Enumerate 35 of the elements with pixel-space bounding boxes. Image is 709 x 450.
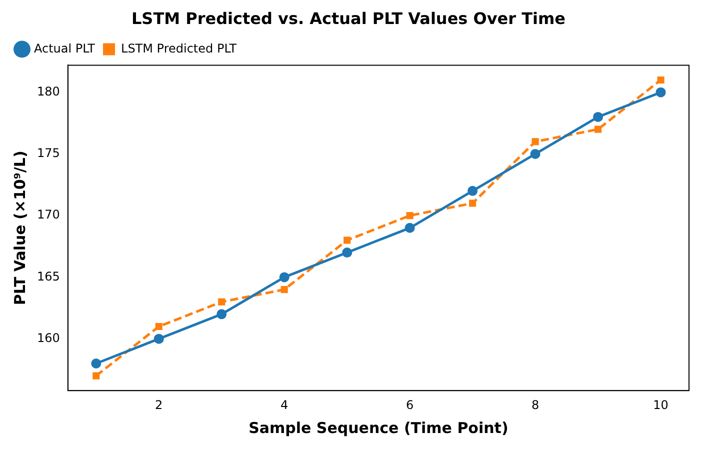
legend-label: Actual PLT xyxy=(34,41,96,56)
point xyxy=(155,322,162,330)
point xyxy=(594,126,602,133)
point xyxy=(280,286,288,294)
point xyxy=(656,87,666,98)
y-tick-label: 170 xyxy=(37,208,60,222)
chart-title: LSTM Predicted vs. Actual PLT Values Over Time xyxy=(131,8,566,28)
y-tick-label: 160 xyxy=(37,330,60,345)
x-tick-label: 6 xyxy=(406,398,414,412)
x-tick-label: 8 xyxy=(531,398,540,412)
point xyxy=(344,236,351,244)
point xyxy=(468,186,478,196)
point xyxy=(469,200,476,207)
x-tick-label: 10 xyxy=(653,398,668,412)
point xyxy=(279,272,290,282)
point xyxy=(406,212,414,220)
point xyxy=(404,222,415,233)
legend-label: LSTM Predicted PLT xyxy=(121,41,238,56)
point xyxy=(593,112,604,122)
x-tick-label: 4 xyxy=(280,398,288,412)
point xyxy=(218,298,226,306)
point xyxy=(216,309,227,320)
y-axis-title: PLT Value (×10⁹/L) xyxy=(10,150,29,306)
point xyxy=(342,248,352,258)
x-tick-label: 2 xyxy=(155,398,163,412)
y-tick-label: 175 xyxy=(37,146,60,160)
y-tick-label: 165 xyxy=(37,269,60,284)
y-tick-label: 180 xyxy=(37,84,60,98)
point xyxy=(91,358,102,368)
point xyxy=(532,138,539,146)
x-axis-title: Sample Sequence (Time Point) xyxy=(248,418,508,437)
point xyxy=(92,372,100,380)
point xyxy=(530,148,540,159)
point xyxy=(154,334,164,344)
point xyxy=(657,76,664,84)
